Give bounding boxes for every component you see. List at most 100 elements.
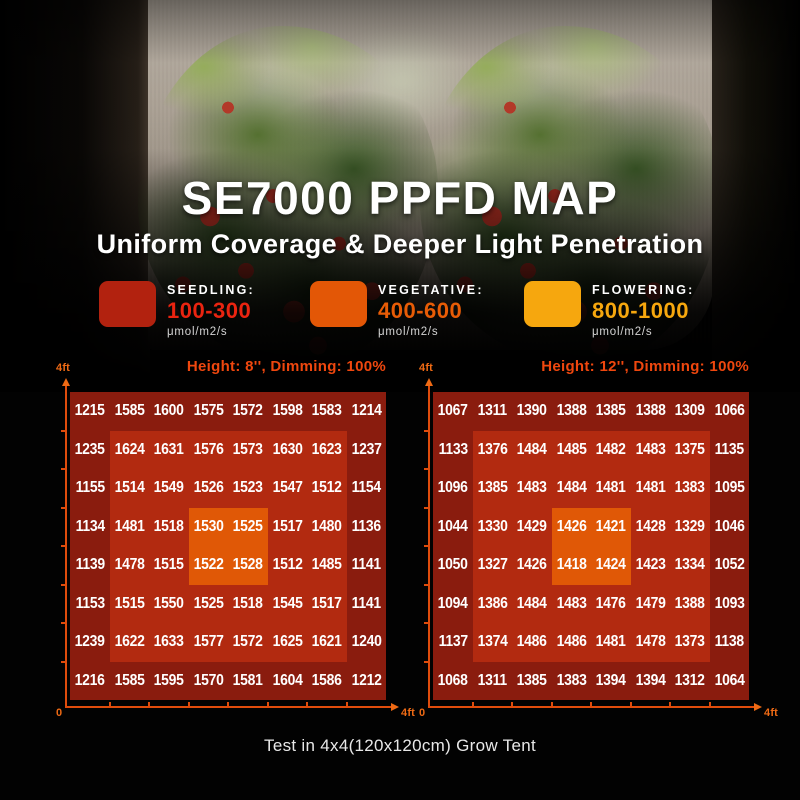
x-axis-arrow-right-icon [754,703,762,711]
ppfd-cell: 1545 [267,584,307,623]
legend-ppfd-range: 400-600 [378,298,463,323]
legend-text: SEEDLING: 100-300 μmol/m2/s [167,281,255,338]
x-axis-tick [550,702,553,708]
ppfd-cell: 1585 [109,661,149,700]
legend-stage-label: SEEDLING: [167,283,255,297]
y-axis-tick [424,660,430,663]
ppfd-cell: 1598 [267,392,307,431]
ppfd-cell: 1138 [709,623,749,662]
ppfd-cell: 1052 [709,546,749,585]
panel-title: Height: 8'', Dimming: 100% [186,358,386,375]
x-axis-max-label: 4ft [401,707,416,719]
ppfd-panel-height-8in: Height: 8'', Dimming: 100% 4ft 1215 1585 1… [52,356,415,738]
x-axis-tick [669,702,671,708]
ppfd-cell: 1633 [149,623,189,662]
ppfd-cell: 1481 [591,469,631,508]
ppfd-cell: 1093 [709,584,749,623]
ppfd-cell: 1572 [228,623,268,662]
ppfd-cell: 1330 [472,507,512,546]
ppfd-cell: 1214 [346,392,386,431]
y-axis-tick [61,622,67,624]
ppfd-cell: 1515 [109,584,149,623]
ppfd-cell: 1526 [188,469,228,508]
ppfd-cell: 1631 [149,430,189,469]
ppfd-cell: 1577 [188,623,228,662]
ppfd-cell: 1515 [149,546,189,585]
x-axis-tick [708,702,711,708]
legend-unit: μmol/m2/s [378,326,439,338]
ppfd-cell: 1309 [670,392,710,431]
legend-text: FLOWERING: 800-1000 μmol/m2/s [592,281,695,338]
ppfd-cell: 1530 [188,507,228,546]
x-axis-tick [471,702,474,708]
legend-item-vegetative: VEGETATIVE: 400-600 μmol/m2/s [310,281,484,338]
legend-stage-label: FLOWERING: [592,283,695,297]
x-axis-tick [306,702,308,708]
ppfd-cell: 1390 [512,392,552,431]
ppfd-cell: 1383 [551,661,591,700]
ppfd-cell: 1155 [70,469,110,508]
ppfd-cell: 1621 [307,623,347,662]
ppfd-cell: 1481 [630,469,670,508]
ppfd-cell: 1424 [591,546,631,585]
ppfd-cell: 1512 [307,469,347,508]
seedling-color-swatch [99,281,156,327]
ppfd-cell: 1479 [630,584,670,623]
ppfd-cell: 1581 [228,661,268,700]
y-axis-tick [61,583,67,586]
y-axis-tick [424,506,430,509]
ppfd-cell: 1583 [307,392,347,431]
ppfd-cell: 1573 [228,430,268,469]
x-axis-tick [187,702,190,708]
ppfd-cell: 1133 [433,430,473,469]
ppfd-cell: 1523 [228,469,268,508]
x-axis-tick [148,702,150,708]
ppfd-cell: 1576 [188,430,228,469]
y-axis-arrow-up-icon [62,378,70,386]
legend-unit: μmol/m2/s [592,326,653,338]
ppfd-cell: 1480 [307,507,347,546]
ppfd-cell: 1604 [267,661,307,700]
flowering-color-swatch [524,281,581,327]
x-axis-tick [345,702,348,708]
ppfd-cell: 1388 [670,584,710,623]
footer-note: Test in 4x4(120x120cm) Grow Tent [264,736,536,755]
ppfd-cell: 1141 [346,584,386,623]
ppfd-cell: 1134 [70,507,110,546]
ppfd-cell: 1426 [551,507,591,546]
ppfd-cell: 1137 [433,623,473,662]
ppfd-cell: 1586 [307,661,347,700]
ppfd-cell: 1600 [149,392,189,431]
x-axis-tick [227,702,229,708]
ppfd-cell: 1486 [551,623,591,662]
ppfd-maps-section: Height: 8'', Dimming: 100% 4ft 1215 1585 1… [0,356,800,738]
ppfd-cell: 1484 [512,430,552,469]
legend-ppfd-range: 100-300 [167,298,252,323]
heatmap-wrap: 4ft 1067 1311 1390 1388 1385 1388 1309 1066 1133… [419,362,778,719]
ppfd-cell: 1096 [433,469,473,508]
ppfd-cell: 1154 [346,469,386,508]
ppfd-cell: 1426 [512,546,552,585]
ppfd-panel-height-12in: Height: 12'', Dimming: 100% 4ft 1067 1311… [415,356,778,738]
x-axis-arrow-right-icon [391,703,399,711]
ppfd-cell: 1485 [307,546,347,585]
ppfd-cell: 1418 [551,546,591,585]
x-axis-tick [629,702,632,708]
ppfd-cell: 1066 [709,392,749,431]
ppfd-cell: 1549 [149,469,189,508]
ppfd-cell: 1623 [307,430,347,469]
y-axis-tick [61,506,67,509]
ppfd-cell: 1237 [346,430,386,469]
ppfd-cell: 1212 [346,661,386,700]
ppfd-cell: 1624 [109,430,149,469]
ppfd-cell: 1385 [512,661,552,700]
ppfd-cell: 1518 [228,584,268,623]
ppfd-cell: 1376 [472,430,512,469]
y-axis-tick [424,583,430,586]
ppfd-cell: 1215 [70,392,110,431]
x-axis-tick [108,702,111,708]
ppfd-cell: 1311 [472,392,512,431]
y-axis-tick [61,545,67,547]
ppfd-cell: 1141 [346,546,386,585]
ppfd-cell: 1625 [267,623,307,662]
